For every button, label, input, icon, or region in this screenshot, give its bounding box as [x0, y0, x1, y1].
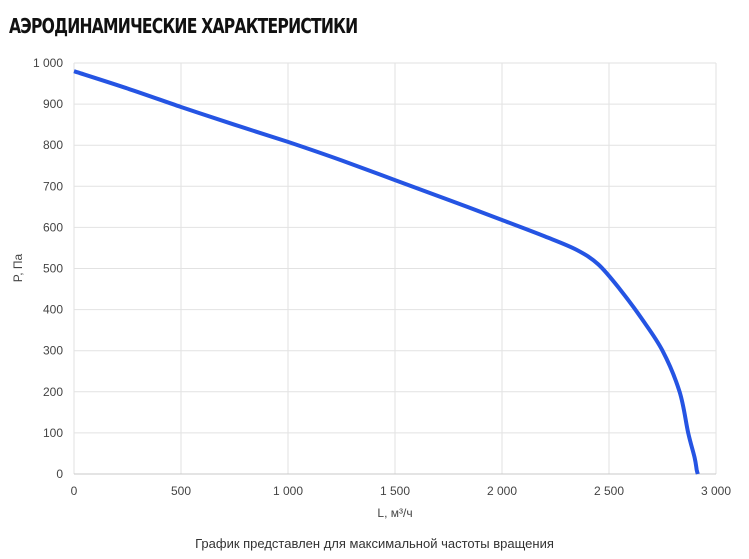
y-tick-label: 700	[43, 179, 63, 193]
y-axis-ticks: 0 100 200 300 400 500 600 700 800 900 1 000	[33, 56, 63, 481]
y-tick-label: 100	[43, 426, 63, 440]
x-tick-label: 2 500	[594, 484, 624, 498]
x-tick-label: 2 000	[487, 484, 517, 498]
x-tick-label: 1 500	[380, 484, 410, 498]
y-axis-label: P, Па	[11, 253, 25, 282]
y-tick-label: 800	[43, 138, 63, 152]
x-axis-label: L, м³/ч	[377, 506, 412, 520]
chart-series	[73, 69, 700, 475]
x-tick-label: 1 000	[273, 484, 303, 498]
page-title: АЭРОДИНАМИЧЕСКИЕ ХАРАКТЕРИСТИКИ	[9, 14, 358, 38]
y-tick-label: 900	[43, 97, 63, 111]
y-tick-label: 400	[43, 303, 63, 317]
y-tick-label: 200	[43, 385, 63, 399]
pressure-flow-chart: 0 500 1 000 1 500 2 000 2 500 3 000 0 100 200 300…	[11, 56, 732, 520]
y-tick-label: 500	[43, 262, 63, 276]
y-tick-label: 300	[43, 344, 63, 358]
chart-grid	[73, 62, 717, 475]
y-tick-label: 1 000	[33, 56, 63, 70]
x-tick-label: 500	[171, 484, 191, 498]
x-tick-label: 3 000	[701, 484, 731, 498]
y-tick-label: 600	[43, 220, 63, 234]
x-tick-label: 0	[71, 484, 78, 498]
chart-footnote: График представлен для максимальной част…	[195, 536, 554, 551]
x-axis-ticks: 0 500 1 000 1 500 2 000 2 500 3 000	[71, 484, 732, 498]
y-tick-label: 0	[56, 467, 63, 481]
series-line	[73, 69, 700, 475]
